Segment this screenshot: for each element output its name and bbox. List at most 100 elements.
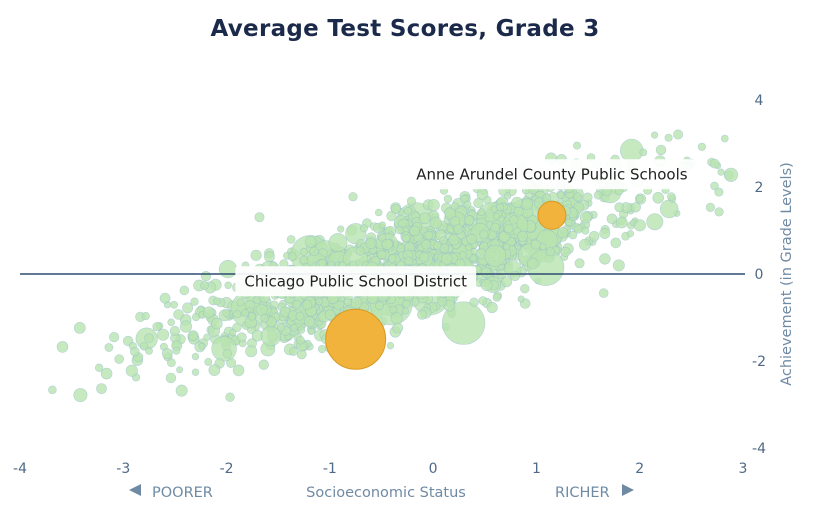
data-point [359, 224, 368, 233]
data-point [402, 234, 411, 243]
data-point [480, 279, 493, 291]
data-point [429, 216, 442, 229]
data-point [233, 310, 242, 319]
data-point [302, 299, 313, 310]
data-point [530, 239, 541, 250]
data-point [374, 208, 383, 217]
data-point [263, 251, 275, 263]
data-point [501, 276, 513, 288]
poorer-direction: POORER [129, 484, 213, 501]
data-point [200, 271, 212, 282]
x-tick-label: -4 [13, 461, 27, 477]
x-tick-label: -3 [116, 461, 130, 477]
data-point [606, 213, 618, 225]
data-point [444, 207, 457, 220]
data-point [317, 345, 327, 354]
data-point [579, 211, 592, 224]
highlighted-points-layer [325, 200, 567, 370]
data-point [94, 363, 104, 372]
data-point [714, 187, 724, 197]
data-point [633, 219, 647, 232]
data-point [104, 343, 114, 352]
data-point [56, 341, 69, 353]
y-tick-label: 4 [755, 93, 764, 109]
data-point [477, 208, 486, 217]
data-point [484, 244, 507, 267]
data-point [448, 234, 460, 246]
data-point [646, 213, 664, 231]
data-point [513, 206, 524, 217]
data-point [395, 225, 404, 235]
data-point [255, 303, 268, 316]
data-point [521, 198, 533, 210]
data-point [630, 202, 641, 213]
data-point [714, 207, 724, 217]
data-point [568, 230, 578, 240]
y-tick-label: -4 [752, 441, 766, 457]
data-point [652, 192, 665, 204]
data-point [350, 296, 363, 309]
data-point [165, 372, 177, 384]
data-point [560, 246, 571, 257]
data-point [466, 233, 477, 245]
data-point [626, 230, 635, 238]
y-tick-label: 2 [755, 180, 764, 196]
data-point [152, 322, 162, 332]
data-point [557, 191, 565, 199]
data-point [401, 307, 409, 315]
data-point [200, 281, 209, 290]
data-point [483, 195, 492, 205]
data-point [666, 192, 676, 201]
data-point [486, 301, 498, 314]
data-point [288, 347, 298, 356]
data-point [381, 238, 393, 251]
callout-label: Chicago Public School District [244, 272, 467, 290]
data-point [258, 359, 269, 370]
data-point [170, 300, 178, 309]
data-point [416, 309, 427, 320]
data-point [465, 243, 473, 251]
data-point [169, 325, 180, 337]
data-point [542, 193, 552, 203]
y-tick-label: -2 [752, 354, 766, 370]
data-point [582, 192, 593, 203]
data-point [479, 230, 489, 240]
data-point [469, 297, 479, 307]
data-point [463, 200, 472, 209]
data-point [504, 192, 512, 200]
data-point [337, 225, 345, 233]
data-point [144, 333, 154, 343]
y-axis-ticks: 4 2 0 -2 -4 [752, 93, 766, 457]
data-point [286, 235, 296, 244]
data-point [241, 309, 249, 317]
data-point [292, 299, 302, 309]
data-point [503, 243, 511, 251]
data-point [307, 328, 315, 336]
data-point [403, 206, 413, 216]
data-point [173, 309, 184, 320]
callouts-layer: Anne Arundel County Public Schools Chicag… [235, 159, 697, 297]
left-arrow-icon [129, 484, 141, 496]
data-point [598, 288, 609, 298]
data-point [705, 202, 716, 212]
data-point [254, 212, 265, 223]
data-point [218, 260, 237, 279]
data-point [439, 243, 450, 254]
data-point [172, 346, 181, 355]
data-point [419, 212, 431, 225]
data-point [204, 357, 213, 366]
data-point [635, 194, 644, 203]
data-point [723, 167, 739, 182]
data-point [496, 203, 505, 212]
data-point [260, 313, 270, 323]
data-point [404, 256, 414, 266]
data-point [213, 297, 221, 306]
data-point [709, 158, 720, 169]
data-point [469, 254, 477, 262]
data-point [614, 202, 625, 213]
data-point [290, 324, 298, 332]
data-point [557, 227, 569, 239]
data-point [161, 348, 173, 359]
data-point [167, 318, 175, 327]
poorer-label: POORER [152, 485, 213, 501]
